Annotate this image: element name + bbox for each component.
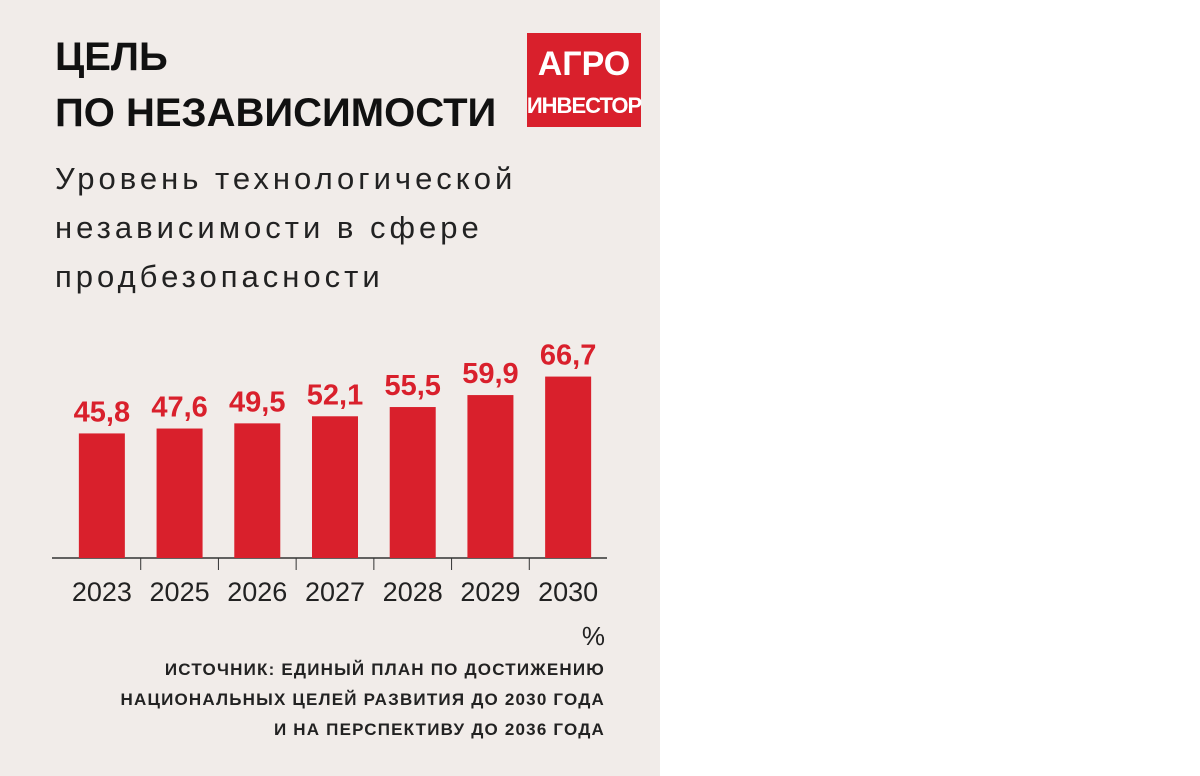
unit-label: %	[582, 621, 605, 651]
x-tick-label: 2025	[150, 577, 210, 607]
bar	[545, 376, 592, 558]
logo-box	[527, 33, 641, 127]
bar	[467, 395, 514, 558]
value-label: 59,9	[462, 358, 518, 390]
source: НАЦИОНАЛЬНЫХ ЦЕЛЕЙ РАЗВИТИЯ ДО 2030 ГОДА	[121, 690, 605, 709]
subtitle: независимости в сфере	[55, 210, 483, 245]
x-tick-label: 2030	[538, 577, 598, 607]
value-label: 66,7	[540, 340, 596, 372]
subtitle: продбезопасности	[55, 259, 384, 294]
bar	[312, 416, 358, 558]
logo-text: АГРО	[538, 45, 631, 83]
logo-text: ИНВЕСТОР	[527, 93, 642, 118]
subtitle: Уровень технологической	[55, 161, 516, 196]
x-tick-label: 2029	[460, 577, 520, 607]
value-label: 52,1	[307, 379, 363, 411]
value-label: 55,5	[384, 370, 440, 402]
value-label: 49,5	[229, 386, 285, 418]
bar	[156, 428, 203, 558]
chart-title: ЦЕЛЬ	[55, 35, 168, 79]
x-tick-label: 2023	[72, 577, 132, 607]
x-tick-label: 2028	[383, 577, 443, 607]
source: ИСТОЧНИК: ЕДИНЫЙ ПЛАН ПО ДОСТИЖЕНИЮ	[165, 660, 605, 679]
x-tick-label: 2026	[227, 577, 287, 607]
bar	[78, 433, 125, 558]
bar	[389, 407, 436, 558]
x-tick-label: 2027	[305, 577, 365, 607]
value-label: 45,8	[74, 396, 130, 428]
bar	[234, 423, 281, 558]
chart-title: ПО НЕЗАВИСИМОСТИ	[55, 91, 496, 135]
value-label: 47,6	[151, 392, 207, 424]
source: И НА ПЕРСПЕКТИВУ ДО 2036 ГОДА	[274, 720, 605, 739]
